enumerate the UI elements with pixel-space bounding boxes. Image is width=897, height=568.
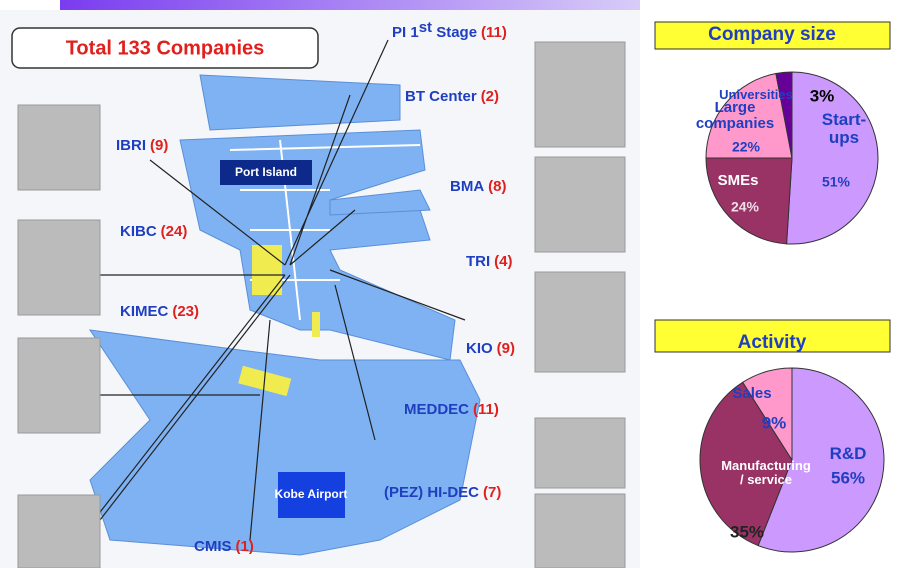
port-island-label: Port Island — [235, 165, 297, 179]
pie-slice — [742, 367, 793, 462]
facility-label: TRI (4) — [466, 253, 513, 270]
airport-box — [278, 472, 345, 518]
facility-label: KIBC (24) — [120, 223, 187, 240]
port-island-box — [220, 160, 312, 185]
slice-value-label: 9% — [762, 413, 787, 432]
facility-count: (9) — [150, 137, 168, 154]
facility-count: (23) — [172, 303, 199, 320]
facility-name-rest: Stage — [432, 24, 477, 41]
pie-title: Company size — [708, 24, 836, 45]
map-roads — [229, 139, 421, 321]
slice-label: Manufacturing / service — [721, 458, 811, 487]
facility-name: BMA — [450, 178, 484, 195]
pie-title-box — [654, 319, 891, 353]
facility-name-sup: st — [419, 19, 432, 36]
facility-name: MEDDEC — [404, 401, 469, 418]
facility-count: (4) — [494, 253, 512, 270]
pie-slice — [705, 72, 793, 159]
pie-slice — [705, 157, 793, 245]
facility-count: (8) — [488, 178, 506, 195]
slice-value-label: 24% — [731, 199, 760, 215]
facility-count: (11) — [473, 401, 499, 418]
facility-label: BMA (8) — [450, 178, 507, 195]
pie-title-box — [654, 21, 891, 50]
facility-count: (11) — [481, 24, 507, 41]
slice-value-label: 35% — [730, 522, 764, 541]
facility-count: (1) — [236, 538, 254, 555]
facility-name: KIBC — [120, 223, 157, 240]
facility-label: BT Center (2) — [405, 88, 499, 105]
slice-label: SMEs — [718, 172, 759, 189]
facility-name: TRI — [466, 253, 490, 270]
facility-name: KIMEC — [120, 303, 169, 320]
facility-name: KIO — [466, 340, 493, 357]
airport-label: Kobe Airport — [275, 487, 348, 501]
pie-title: Activity — [738, 332, 807, 353]
facility-count: (7) — [483, 484, 501, 501]
slice-label: R&D — [830, 444, 867, 463]
total-box — [11, 27, 319, 69]
facility-label: CMIS (1) — [194, 538, 254, 555]
facility-count: (9) — [497, 340, 515, 357]
facility-label: IBRI (9) — [116, 137, 168, 154]
slice-label: Universities — [719, 87, 793, 102]
slice-label: Start-ups — [822, 110, 866, 147]
facility-name: IBRI — [116, 137, 146, 154]
slice-value-label: 51% — [822, 174, 851, 190]
leader-lines — [89, 39, 466, 541]
facility-count: (2) — [481, 88, 499, 105]
building-photos — [17, 41, 626, 568]
facility-label: (PEZ) HI-DEC (7) — [384, 484, 501, 501]
facility-name: (PEZ) HI-DEC — [384, 484, 479, 501]
slice-value-label: 3% — [810, 86, 835, 105]
facility-name: BT Center — [405, 88, 477, 105]
top-bar — [60, 0, 640, 10]
facility-count: (24) — [161, 223, 188, 240]
pie-slice — [757, 367, 885, 553]
map-land — [88, 74, 481, 556]
facility-label: KIO (9) — [466, 340, 515, 357]
slice-value-label: 22% — [732, 139, 761, 155]
facility-name: CMIS — [194, 538, 232, 555]
slice-label: Large companies — [696, 99, 774, 132]
facility-label: MEDDEC (11) — [404, 401, 499, 418]
slice-label: Sales — [732, 385, 771, 402]
pie-slice — [699, 381, 793, 547]
pie-slice — [775, 71, 793, 159]
facility-label: PI 1st Stage (11) — [392, 19, 507, 41]
slice-value-label: 56% — [831, 468, 865, 487]
facility-label: KIMEC (23) — [120, 303, 199, 320]
pie-slice — [786, 71, 879, 245]
total-label: Total 133 Companies — [66, 37, 265, 59]
facility-name: PI 1 — [392, 24, 419, 41]
